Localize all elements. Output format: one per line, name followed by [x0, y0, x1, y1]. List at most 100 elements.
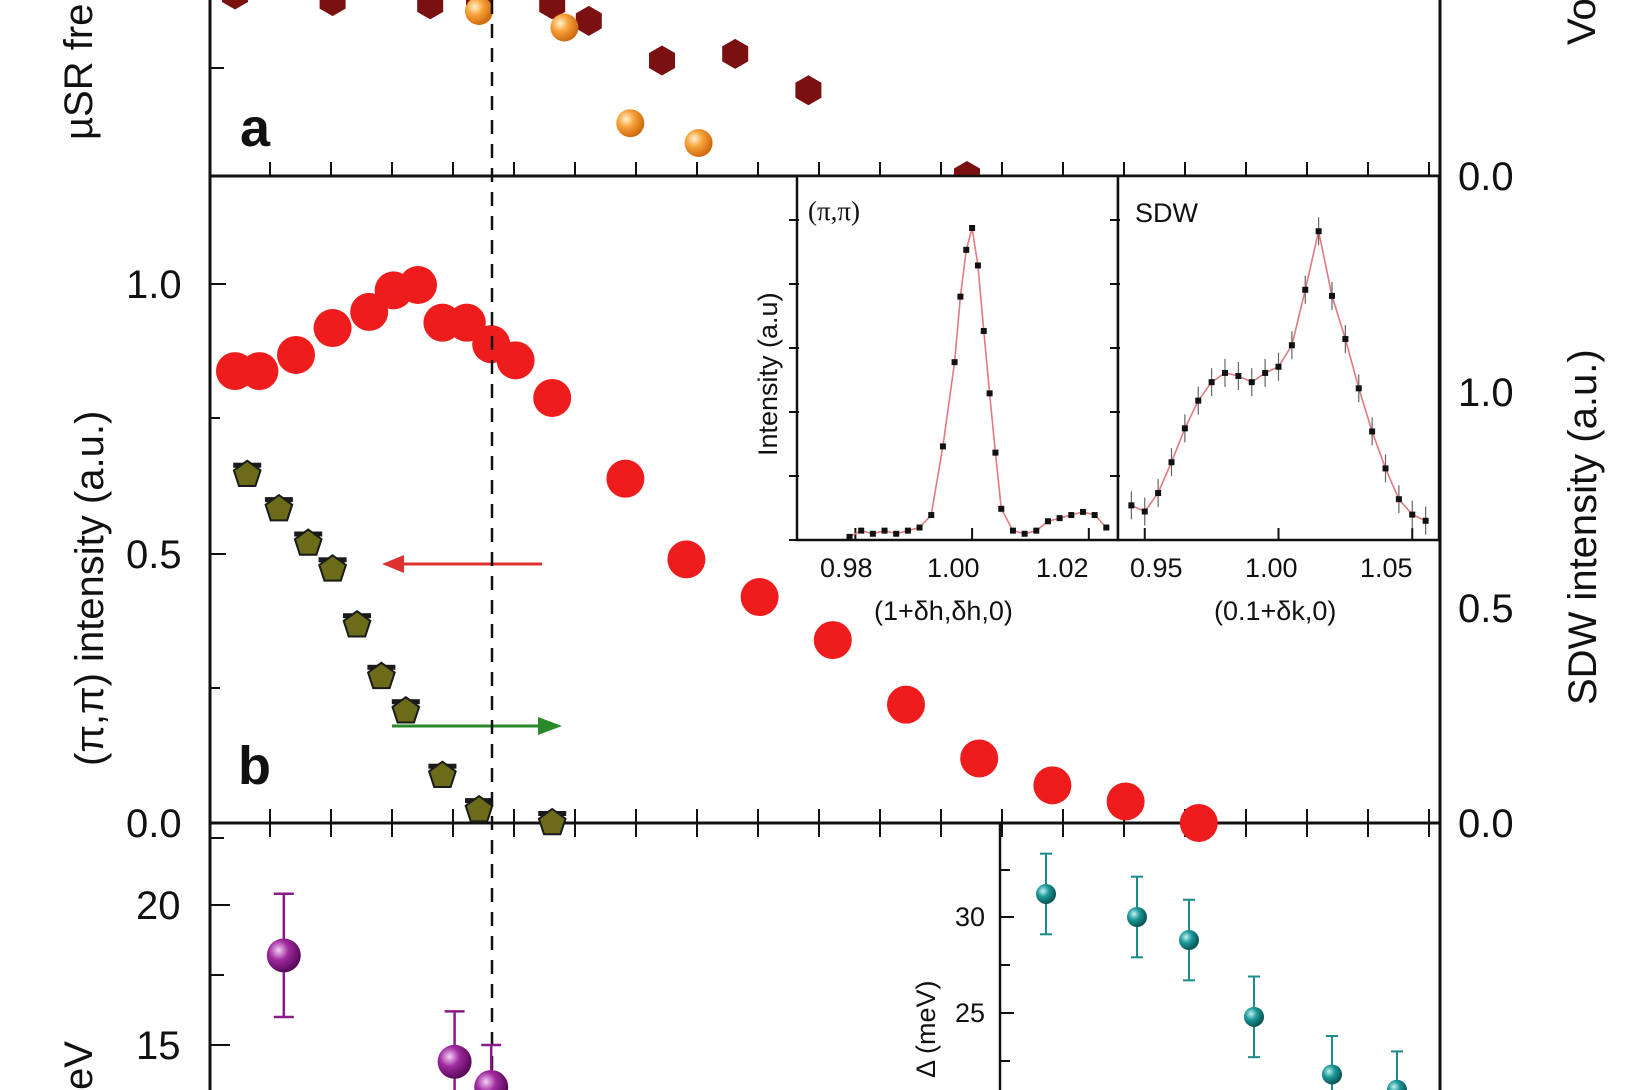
inset-point: [1382, 465, 1389, 472]
hexagon-point: [575, 5, 602, 36]
inset-gap-ytick-1: 30: [955, 902, 985, 932]
teal-sphere-point: [1322, 1064, 1342, 1085]
panel-a: a µSR fre Vo 0.0: [57, 0, 1604, 199]
inset-point: [992, 449, 999, 456]
right-arrow: [392, 717, 562, 735]
pentagon-point: [293, 528, 323, 556]
red-circle-point: [533, 378, 572, 417]
inset-point: [957, 293, 964, 300]
panel-a-right-tick-0: 0.0: [1458, 155, 1514, 199]
inset-point: [1235, 373, 1242, 379]
inset-point: [1395, 496, 1402, 503]
inset-pi-pi-ticks: [789, 219, 1090, 541]
inset-pi-pi-ylabel: Intensity (a.u): [753, 292, 783, 456]
red-circle-point: [277, 335, 315, 374]
inset-point: [858, 527, 865, 534]
pentagon-point: [366, 661, 396, 690]
red-circle-point: [240, 352, 279, 391]
panel-b-left-tick-0: 0.0: [126, 802, 182, 846]
red-circle-point: [740, 578, 779, 617]
pentagon-point: [318, 554, 348, 582]
red-circle-point: [447, 303, 486, 342]
panel-b-points: [216, 266, 1218, 842]
inset-point: [969, 225, 976, 231]
panel-b-letter: b: [238, 736, 271, 796]
red-circle-point: [606, 459, 645, 498]
inset-point: [881, 527, 888, 534]
hexagon-point: [222, 0, 248, 10]
inset-sdw-xlabel: (0.1+δk,0): [1214, 596, 1336, 626]
inset-point: [916, 524, 923, 531]
inset-pi-pi: (π,π) Intensity (a.u) 0.98 1.00 1.02 (1+…: [753, 174, 1120, 626]
red-circle-point: [667, 540, 706, 579]
red-circle-point: [1106, 782, 1145, 821]
hexagon-point: [539, 0, 566, 20]
inset-pi-pi-xtick-0: 0.98: [820, 553, 873, 583]
inset-point: [1168, 459, 1175, 466]
orange-sphere-point: [684, 129, 713, 157]
left-arrow: [382, 555, 542, 573]
inset-point: [1091, 512, 1098, 519]
inset-point: [893, 530, 900, 537]
inset-point: [1155, 490, 1162, 497]
panel-b-right-ylabel: SDW intensity (a.u.): [1561, 349, 1605, 705]
red-circle-point: [1179, 804, 1218, 842]
inset-point: [1302, 286, 1309, 293]
orange-sphere-point: [616, 109, 645, 138]
inset-point: [951, 359, 958, 366]
panel-a-points: [222, 0, 980, 191]
inset-point: [928, 512, 935, 519]
inset-point: [869, 530, 876, 537]
inset-point: [980, 327, 987, 334]
inset-point: [998, 505, 1005, 512]
inset-pi-pi-xtick-1: 1.00: [927, 553, 980, 583]
inset-point: [963, 246, 970, 253]
inset-point: [939, 443, 946, 450]
inset-point: [846, 533, 853, 540]
inset-point: [986, 390, 993, 397]
inset-point: [1315, 228, 1322, 235]
panel-a-right-ylabel: Vo: [1560, 0, 1604, 45]
inset-point: [1056, 515, 1063, 522]
inset-gap-points: [1036, 852, 1407, 1090]
orange-sphere-point: [550, 13, 579, 42]
teal-sphere-point: [1036, 883, 1056, 904]
purple-sphere-point: [266, 938, 301, 973]
panel-a-xticks: [269, 162, 1430, 176]
inset-gap-ylabel: Δ (meV): [911, 980, 941, 1078]
inset-point: [1181, 425, 1188, 432]
orange-sphere-point: [465, 0, 493, 25]
inset-point: [1195, 397, 1202, 404]
red-circle-point: [496, 341, 535, 380]
panel-b-xticks: [269, 809, 1430, 837]
inset-point: [1329, 292, 1335, 299]
panel-b-left-ylabel: (π,π) intensity (a.u.): [68, 411, 112, 766]
teal-sphere-point: [1244, 1006, 1264, 1027]
inset-point: [1128, 502, 1135, 509]
inset-point: [1262, 369, 1269, 376]
inset-point: [1044, 518, 1051, 525]
panel-c-points: [266, 892, 509, 1090]
inset-point: [1342, 336, 1349, 343]
inset-point: [1009, 527, 1016, 534]
inset-sdw-xtick-0: 0.95: [1130, 553, 1183, 583]
panel-c-left-tick-1: 20: [136, 884, 181, 928]
hexagon-point: [795, 75, 822, 106]
inset-point: [974, 262, 981, 269]
hexagon-point: [417, 0, 444, 20]
inset-sdw-title: SDW: [1135, 198, 1199, 228]
panel-b-right-tick-0: 0.0: [1458, 802, 1514, 846]
panel-b-yticks: [210, 283, 226, 689]
purple-sphere-point: [474, 1070, 509, 1090]
inset-point: [1068, 512, 1075, 519]
panel-b-left-tick-1: 0.5: [126, 533, 182, 577]
red-circle-point: [813, 621, 852, 660]
pentagon-point: [427, 760, 457, 788]
pentagon-point: [264, 493, 294, 522]
red-circle-point: [350, 292, 389, 331]
inset-point: [904, 527, 911, 534]
inset-point: [1141, 508, 1148, 515]
hexagon-point: [722, 38, 749, 69]
pentagon-point: [232, 459, 262, 487]
